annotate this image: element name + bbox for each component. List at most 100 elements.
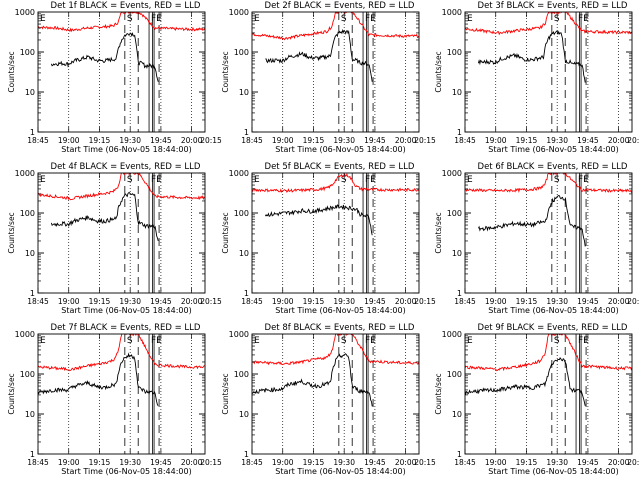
y-tick-label: 1: [30, 289, 35, 298]
y-tick-label: 100: [20, 370, 35, 379]
marker-label: S: [127, 175, 133, 185]
y-tick-label: 1000: [229, 8, 249, 17]
chart-title: Det 6f BLACK = Events, RED = LLD: [478, 162, 628, 172]
marker-label: S: [127, 336, 133, 346]
x-tick-label: 19:15: [516, 297, 538, 306]
plot-frame: [464, 333, 633, 455]
x-tick-label: 19:15: [303, 297, 325, 306]
x-tick-label: 19:45: [150, 136, 172, 145]
chart-title: Det 5f BLACK = Events, RED = LLD: [265, 162, 415, 172]
chart-title: Det 4f BLACK = Events, RED = LLD: [51, 162, 201, 172]
x-tick-label: 19:30: [119, 458, 141, 467]
series-line-events: [265, 204, 373, 236]
series-line-events: [252, 353, 373, 407]
x-tick-label: 18:45: [241, 136, 263, 145]
series-line-lld: [252, 334, 419, 366]
x-tick-label: 19:45: [577, 136, 599, 145]
y-tick-label: 1: [457, 289, 462, 298]
marker-label: F: [151, 14, 156, 24]
chart-title: Det 9f BLACK = Events, RED = LLD: [478, 323, 628, 333]
y-tick-label: 1: [457, 450, 462, 459]
x-axis-label: Start Time (06-Nov-05 18:44:00): [61, 306, 191, 315]
series-line-lld: [252, 173, 419, 193]
x-tick-label: 19:00: [58, 297, 80, 306]
x-tick-label: 19:15: [516, 136, 538, 145]
marker-label: E: [467, 175, 473, 185]
y-tick-label: 10: [25, 410, 35, 419]
y-tick-label: 100: [20, 209, 35, 218]
y-tick-label: 1000: [15, 8, 35, 17]
x-tick-label: 19:45: [577, 458, 599, 467]
x-tick-label: 20:15: [414, 458, 436, 467]
x-tick-label: 20:15: [627, 136, 640, 145]
x-tick-label: 19:15: [516, 458, 538, 467]
y-tick-label: 1000: [442, 330, 462, 339]
x-tick-label: 19:45: [150, 297, 172, 306]
x-tick-label: 19:30: [333, 136, 355, 145]
x-tick-label: 19:15: [303, 136, 325, 145]
series-line-events: [50, 192, 159, 242]
marker-label: E: [583, 336, 589, 346]
x-tick-label: 19:30: [546, 458, 568, 467]
x-tick-label: 20:00: [395, 297, 417, 306]
series-line-events: [38, 352, 159, 406]
x-tick-label: 18:45: [454, 458, 476, 467]
y-tick-label: 100: [447, 370, 462, 379]
x-tick-label: 19:45: [364, 297, 386, 306]
marker-label: S: [341, 336, 347, 346]
series-line-events: [465, 357, 586, 406]
y-axis-label: Counts/sec: [221, 212, 230, 253]
series-line-lld: [465, 173, 632, 194]
x-tick-label: 20:00: [608, 136, 630, 145]
marker-label: S: [554, 14, 560, 24]
x-tick-label: 20:00: [608, 297, 630, 306]
marker-label: E: [467, 336, 473, 346]
plot-frame: [251, 11, 420, 133]
marker-label: E: [156, 175, 162, 185]
marker-label: E: [583, 175, 589, 185]
x-tick-label: 20:00: [181, 297, 203, 306]
y-tick-label: 100: [234, 48, 249, 57]
x-tick-label: 18:45: [454, 297, 476, 306]
marker-label: E: [370, 175, 376, 185]
y-axis-label: Counts/sec: [7, 51, 16, 92]
marker-label: F: [578, 175, 583, 185]
x-tick-label: 19:30: [546, 136, 568, 145]
marker-label: E: [254, 175, 260, 185]
x-tick-label: 19:45: [364, 458, 386, 467]
marker-label: E: [254, 14, 260, 24]
x-tick-label: 20:00: [608, 458, 630, 467]
y-tick-label: 10: [452, 249, 462, 258]
marker-label: F: [578, 336, 583, 346]
series-line-lld: [38, 173, 205, 201]
y-tick-label: 1: [244, 289, 249, 298]
series-line-lld: [465, 334, 632, 372]
marker-label: F: [365, 336, 370, 346]
y-tick-label: 1000: [15, 330, 35, 339]
x-axis-label: Start Time (06-Nov-05 18:44:00): [488, 145, 618, 154]
x-tick-label: 20:00: [181, 136, 203, 145]
chart-title: Det 2f BLACK = Events, RED = LLD: [265, 1, 415, 11]
y-tick-label: 100: [447, 48, 462, 57]
x-tick-label: 20:15: [414, 297, 436, 306]
plot-frame: [251, 172, 420, 294]
marker-label: E: [40, 175, 46, 185]
x-axis-label: Start Time (06-Nov-05 18:44:00): [275, 306, 405, 315]
chart-title: Det 7f BLACK = Events, RED = LLD: [51, 323, 201, 333]
x-tick-label: 20:15: [627, 458, 640, 467]
x-tick-label: 19:00: [58, 136, 80, 145]
y-axis-label: Counts/sec: [434, 212, 443, 253]
x-tick-label: 19:00: [272, 297, 294, 306]
marker-label: E: [370, 14, 376, 24]
marker-label: F: [578, 14, 583, 24]
x-tick-label: 19:30: [119, 136, 141, 145]
plot-frame: [464, 172, 633, 294]
y-tick-label: 100: [447, 209, 462, 218]
marker-label: E: [156, 336, 162, 346]
chart-title: Det 8f BLACK = Events, RED = LLD: [265, 323, 415, 333]
x-tick-label: 19:00: [485, 297, 507, 306]
x-tick-label: 19:45: [364, 136, 386, 145]
